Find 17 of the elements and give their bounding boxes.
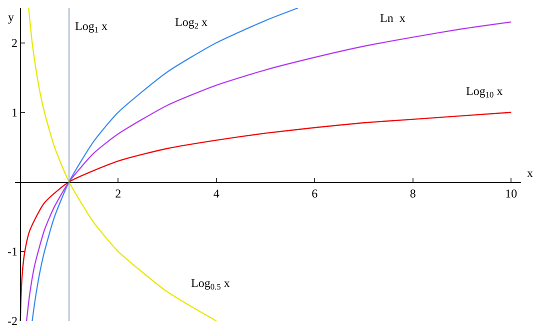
x-tick-label: 8 <box>410 186 416 200</box>
y-tick-label: 1 <box>12 106 18 120</box>
y-tick-label: -2 <box>8 314 18 328</box>
y-axis-title: y <box>8 10 14 24</box>
x-tick-label: 2 <box>115 186 122 200</box>
ref-line-label: Log$_{1}$ x <box>75 19 108 35</box>
annotation: Log$_{2}$ x <box>175 15 208 31</box>
x-axis-title: x <box>527 166 533 180</box>
annotation: Log$_{10}$ x <box>466 84 503 100</box>
annotation: Ln x <box>380 11 406 25</box>
x-tick-label: 10 <box>505 186 518 200</box>
annotation: Log$_{0.5}$ x <box>191 276 230 292</box>
x-tick-label: 6 <box>312 186 318 200</box>
y-tick-label: 2 <box>12 36 18 50</box>
x-tick-label: 4 <box>213 186 220 200</box>
line-series <box>32 8 299 321</box>
y-tick-label: -1 <box>8 244 18 259</box>
